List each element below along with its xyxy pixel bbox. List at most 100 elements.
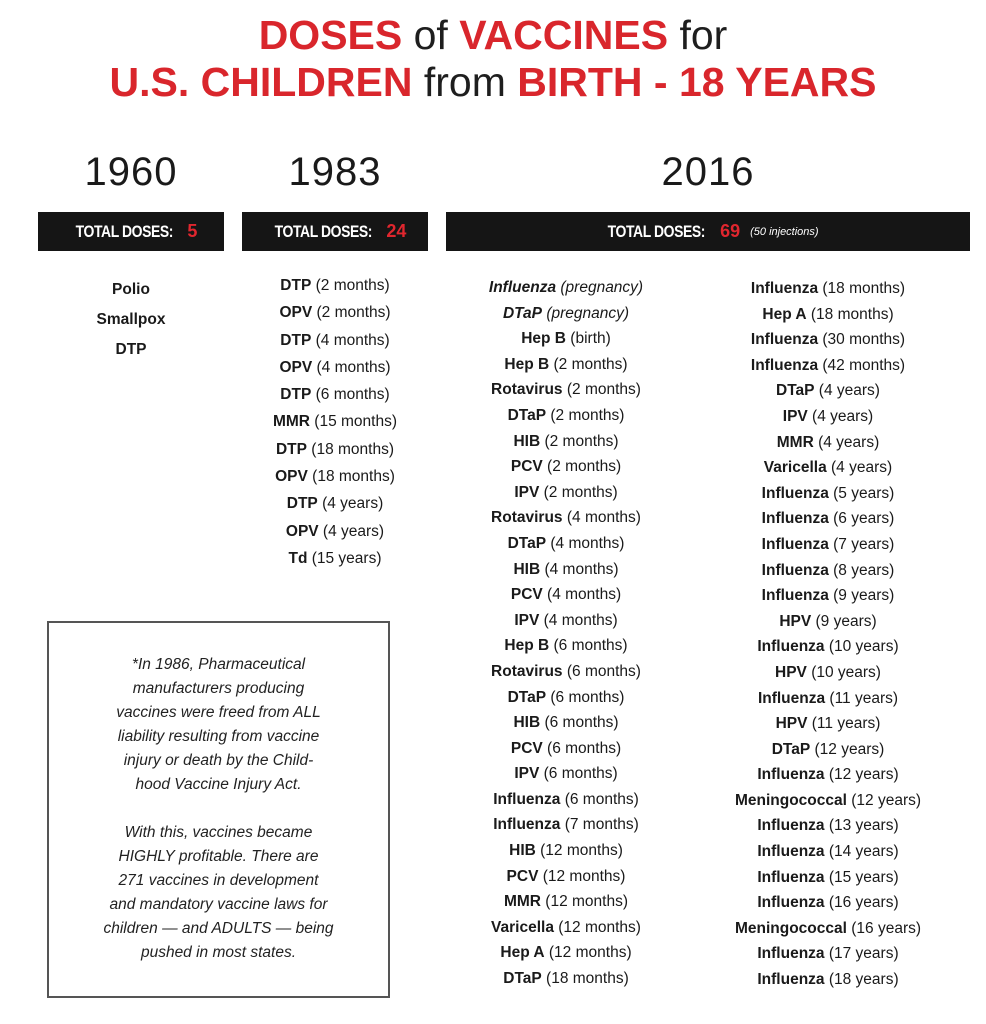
note-line: pushed in most states. bbox=[140, 944, 297, 961]
vaccine-dose-item: IPV (4 years) bbox=[700, 404, 956, 430]
vaccine-dose-item: DTP bbox=[38, 335, 224, 365]
vaccine-name: DTaP bbox=[502, 304, 543, 322]
note-line: vaccines were freed from ALL bbox=[116, 704, 321, 721]
vaccine-name: Hep B bbox=[504, 355, 550, 373]
vaccine-name: MMR bbox=[272, 413, 310, 431]
vaccine-name: HIB bbox=[513, 714, 541, 732]
dose-timing: (2 months) bbox=[549, 355, 628, 373]
vaccine-name: Influenza bbox=[761, 587, 829, 605]
vaccine-name: Varicella bbox=[763, 459, 827, 477]
vaccine-name: Influenza bbox=[761, 510, 829, 528]
dose-timing: (6 months) bbox=[542, 739, 622, 757]
vaccine-dose-item: Influenza (5 years) bbox=[700, 481, 956, 507]
injections-note: (50 injections) bbox=[750, 225, 819, 238]
vaccine-name: Influenza bbox=[757, 894, 825, 912]
vaccine-dose-item: Varicella (4 years) bbox=[700, 455, 956, 481]
vaccine-dose-item: Varicella (12 months) bbox=[446, 915, 686, 941]
vaccine-name: PCV bbox=[510, 458, 543, 476]
dose-timing: (4 years) bbox=[318, 522, 385, 540]
vaccine-dose-item: Rotavirus (4 months) bbox=[446, 505, 686, 531]
total-value: 5 bbox=[187, 221, 198, 241]
dose-timing: (12 years) bbox=[810, 740, 885, 758]
vaccine-list-1983: DTP (2 months) OPV (2 months) DTP (4 month… bbox=[242, 272, 428, 572]
dose-timing: (30 months) bbox=[818, 331, 906, 349]
dose-timing: (17 years) bbox=[824, 945, 899, 963]
vaccine-name: DTP bbox=[115, 341, 147, 358]
dose-timing: (11 years) bbox=[825, 689, 899, 707]
year-1960: 1960 bbox=[84, 150, 178, 194]
dose-timing: (2 months) bbox=[542, 458, 622, 476]
total-doses-2016-bar: TOTAL DOSES: 69 (50 injections) bbox=[446, 212, 970, 251]
vaccine-name: Influenza bbox=[493, 816, 561, 834]
vaccine-dose-item: DTaP (12 years) bbox=[700, 737, 956, 763]
vaccine-name: DTP bbox=[275, 440, 307, 458]
vaccine-name: Influenza bbox=[757, 945, 825, 963]
vaccine-dose-item: DTaP (pregnancy) bbox=[446, 301, 686, 327]
vaccine-dose-item: HPV (9 years) bbox=[700, 609, 956, 635]
note-line: *In 1986, Pharmaceutical bbox=[131, 656, 306, 673]
note-paragraph-2: With this, vaccines became HIGHLY profit… bbox=[49, 821, 388, 965]
vaccine-dose-item: IPV (4 months) bbox=[446, 608, 686, 634]
vaccine-dose-item: Hep A (18 months) bbox=[700, 302, 956, 328]
note-line: children — and ADULTS — being bbox=[103, 920, 334, 937]
vaccine-name: Rotavirus bbox=[491, 662, 563, 680]
vaccine-name: HIB bbox=[509, 842, 536, 860]
vaccine-dose-item: PCV (2 months) bbox=[446, 454, 686, 480]
vaccine-dose-item: Influenza (18 months) bbox=[700, 276, 956, 302]
dose-timing: (6 months) bbox=[540, 714, 619, 732]
vaccine-name: MMR bbox=[503, 893, 541, 911]
dose-timing: (4 years) bbox=[813, 433, 880, 451]
vaccine-dose-item: Meningococcal (16 years) bbox=[700, 916, 956, 942]
vaccine-dose-item: PCV (4 months) bbox=[446, 582, 686, 608]
title-word: VACCINES bbox=[459, 12, 669, 58]
vaccine-name: DTaP bbox=[503, 970, 542, 988]
vaccine-name: Td bbox=[288, 549, 308, 567]
vaccine-dose-item: Hep B (birth) bbox=[446, 326, 686, 352]
dose-timing: (6 years) bbox=[828, 510, 895, 528]
vaccine-dose-item: OPV (4 years) bbox=[242, 518, 428, 545]
dose-timing: (4 months) bbox=[312, 358, 391, 376]
vaccine-name: Influenza bbox=[757, 638, 825, 656]
dose-timing: (4 months) bbox=[562, 509, 641, 527]
vaccine-dose-item: Influenza (30 months) bbox=[700, 327, 956, 353]
total-label: TOTAL DOSES: bbox=[608, 221, 706, 241]
vaccine-name: Varicella bbox=[491, 918, 554, 936]
vaccine-dose-item: DTP (4 months) bbox=[242, 327, 428, 354]
vaccine-dose-item: Influenza (9 years) bbox=[700, 583, 956, 609]
vaccine-name: OPV bbox=[285, 522, 319, 540]
vaccine-name: Smallpox bbox=[96, 311, 166, 328]
vaccine-name: Influenza bbox=[757, 817, 825, 835]
dose-timing: (2 months) bbox=[562, 381, 641, 399]
vaccine-name: Influenza bbox=[761, 484, 829, 502]
vaccine-dose-item: Influenza (8 years) bbox=[700, 558, 956, 584]
title-word: DOSES bbox=[258, 12, 403, 58]
year-1983: 1983 bbox=[288, 150, 382, 194]
vaccine-name: DTaP bbox=[507, 688, 547, 706]
vaccine-name: Rotavirus bbox=[491, 381, 563, 399]
note-line: injury or death by the Child- bbox=[123, 752, 314, 769]
vaccine-name: HIB bbox=[513, 560, 541, 578]
vaccine-dose-item: Influenza (13 years) bbox=[700, 813, 956, 839]
dose-timing: (2 months) bbox=[312, 304, 391, 322]
dose-timing: (12 months) bbox=[538, 867, 626, 885]
vaccine-dose-item: Influenza (16 years) bbox=[700, 890, 956, 916]
vaccine-dose-item: DTaP (4 years) bbox=[700, 378, 956, 404]
note-line: liability resulting from vaccine bbox=[117, 728, 320, 745]
vaccine-name: DTaP bbox=[507, 406, 547, 424]
vaccine-dose-item: Smallpox bbox=[38, 305, 224, 335]
dose-timing: (4 months) bbox=[546, 534, 625, 552]
vaccine-name: DTP bbox=[286, 495, 318, 513]
vaccine-dose-item: HIB (6 months) bbox=[446, 710, 686, 736]
vaccine-name: Hep A bbox=[500, 944, 545, 962]
dose-timing: (4 years) bbox=[826, 459, 893, 477]
vaccine-name: Influenza bbox=[757, 843, 825, 861]
vaccine-name: Influenza bbox=[750, 280, 819, 297]
dose-timing: (10 years) bbox=[806, 663, 881, 681]
dose-timing: (4 months) bbox=[539, 611, 618, 629]
dose-timing: (2 months) bbox=[546, 406, 625, 424]
vaccine-name: DTaP bbox=[776, 382, 815, 400]
vaccine-dose-item: Influenza (6 months) bbox=[446, 787, 686, 813]
vaccine-dose-item: Hep B (2 months) bbox=[446, 352, 686, 378]
dose-timing: (7 years) bbox=[828, 535, 895, 553]
total-value: 24 bbox=[386, 221, 407, 241]
